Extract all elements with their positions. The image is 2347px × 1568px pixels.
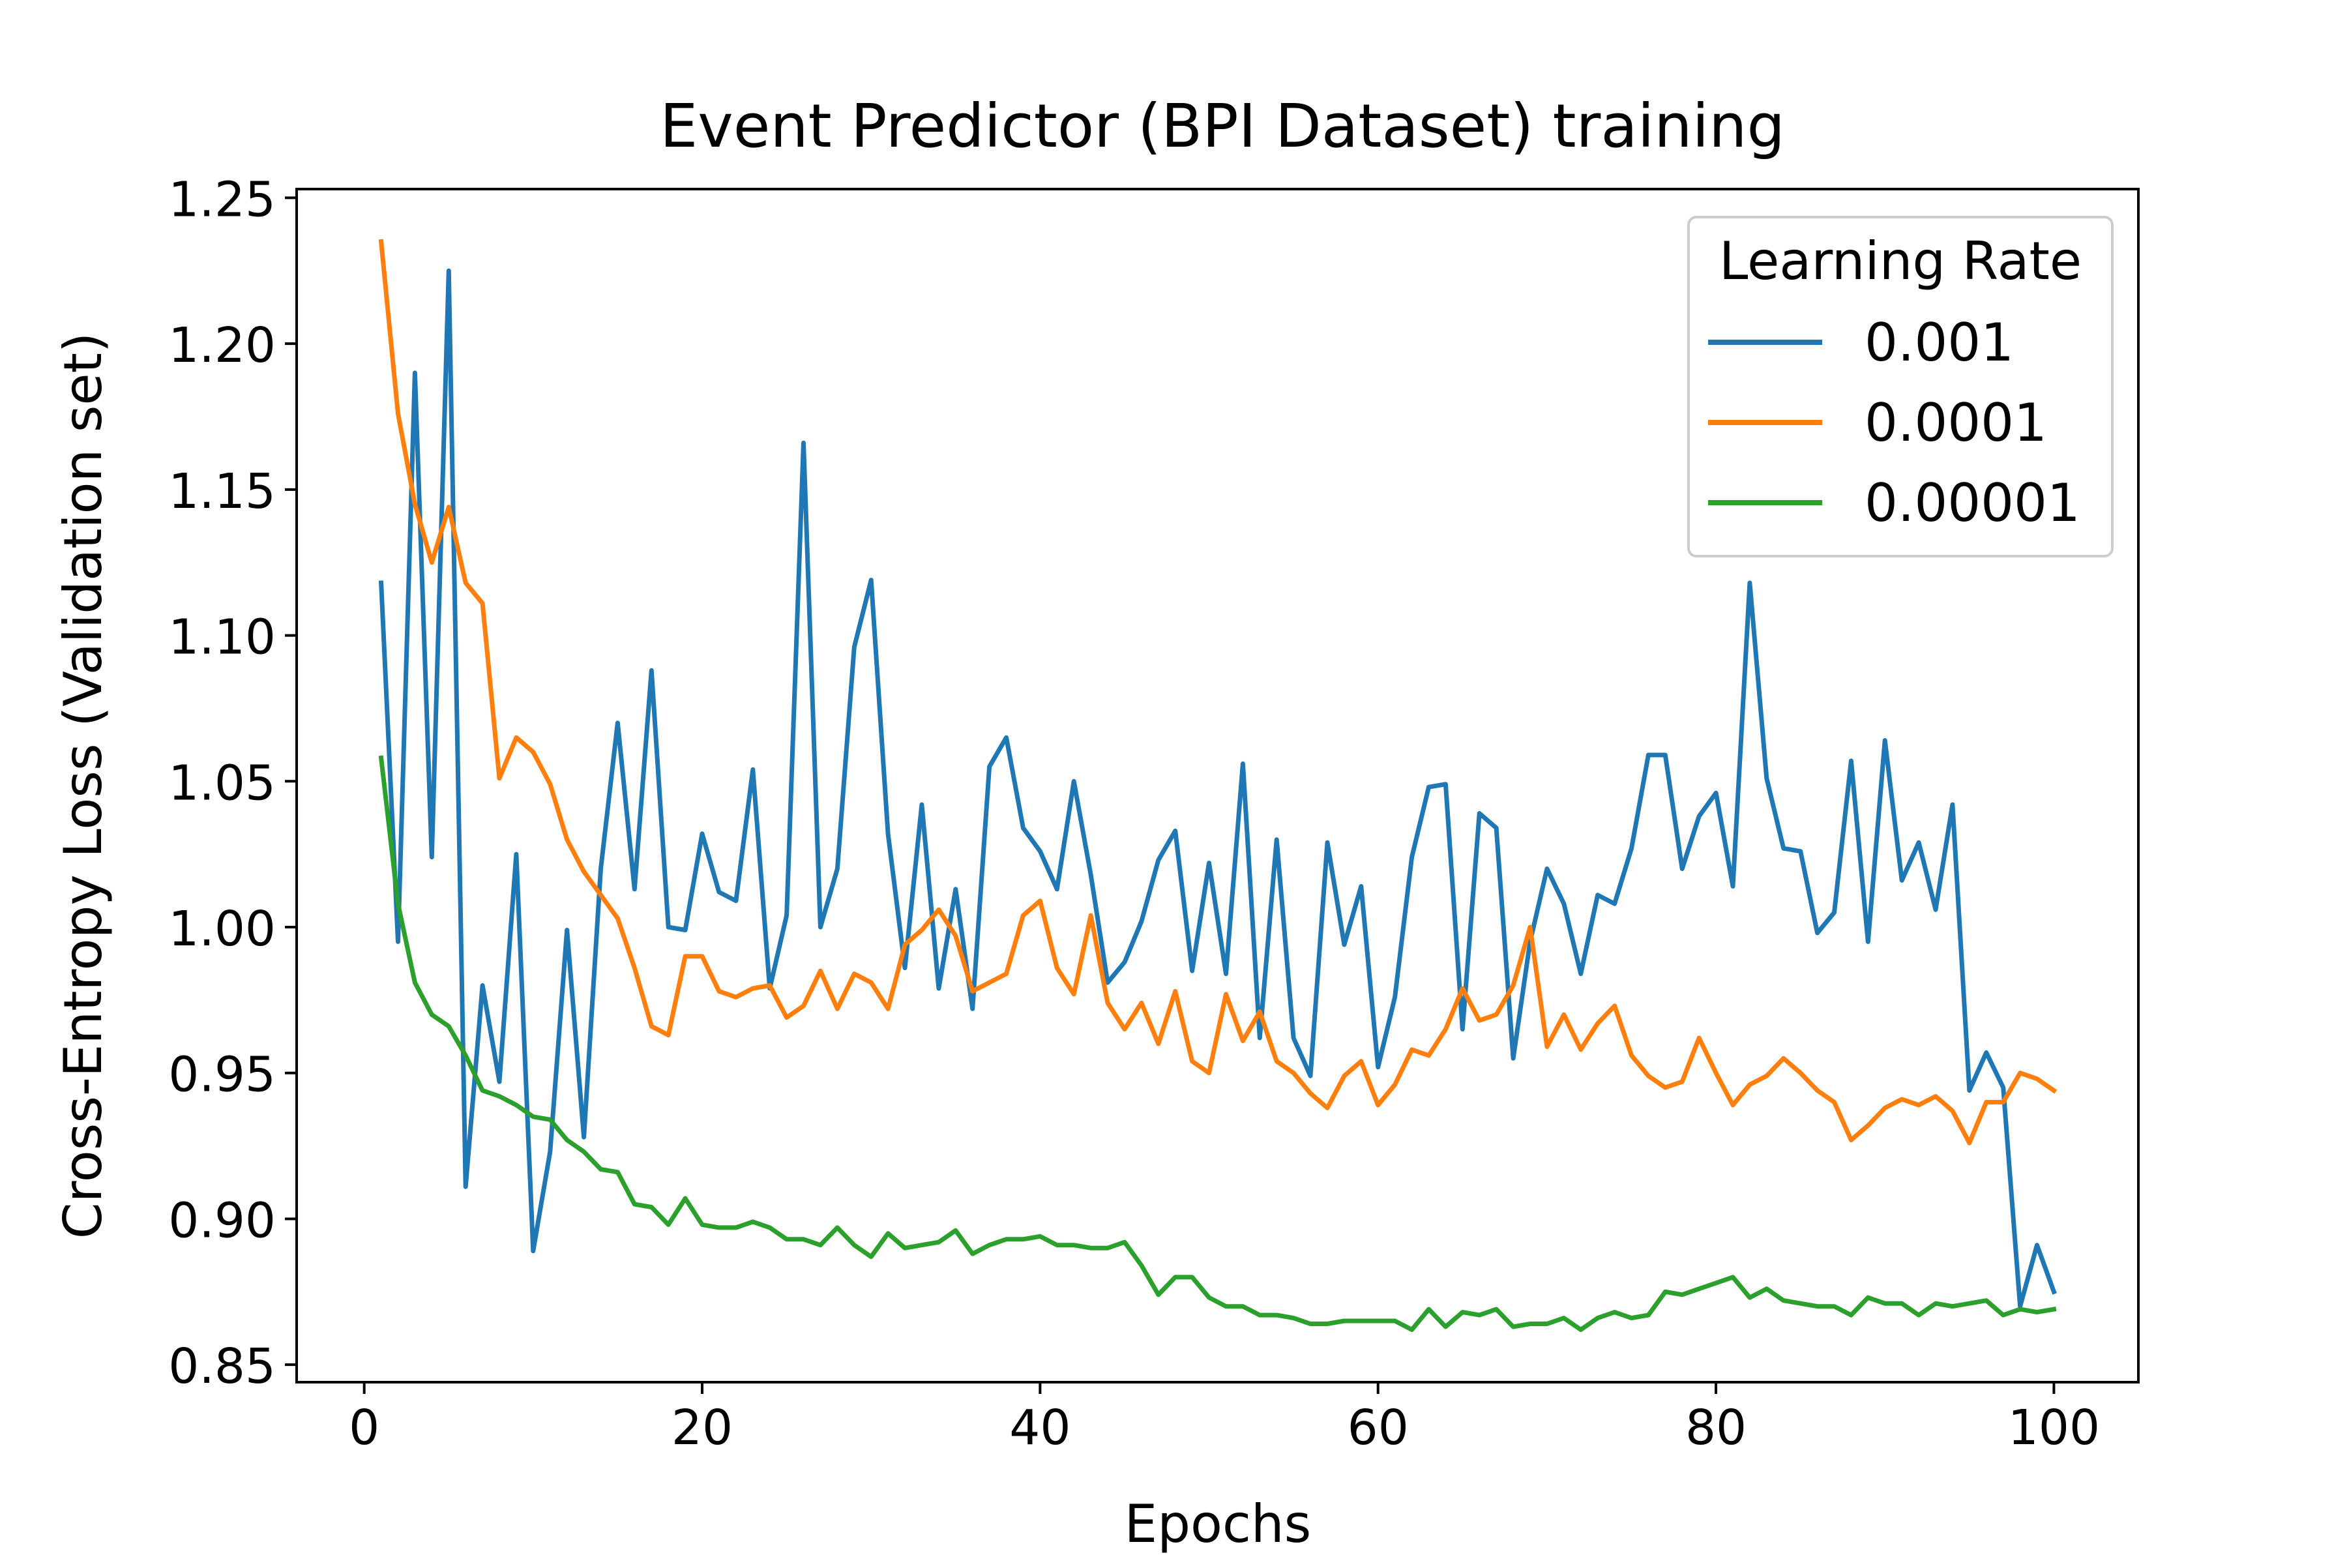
series-line-3 (378, 755, 2057, 1332)
y-tick-label: 0.85 (168, 1339, 276, 1395)
y-tick-label: 1.05 (168, 755, 276, 811)
legend-label-2: 0.0001 (1865, 392, 2047, 453)
x-tick-label: 40 (1009, 1400, 1070, 1456)
series-line-1 (378, 268, 2057, 1309)
x-axis-label: Epochs (1125, 1494, 1312, 1554)
legend: Learning Rate 0.001 0.0001 0.00001 (1687, 216, 2114, 557)
legend-title: Learning Rate (1719, 231, 2082, 291)
y-tick-label: 1.10 (168, 610, 276, 666)
y-tick-label: 1.25 (168, 171, 276, 228)
legend-label-3: 0.00001 (1865, 473, 2080, 533)
plot-series-group (378, 239, 2058, 1332)
y-tick-label: 0.90 (168, 1192, 276, 1249)
legend-entries: 0.001 0.0001 0.00001 (1708, 312, 2080, 533)
plot-area-frame (295, 188, 2140, 1383)
x-tick-label: 60 (1348, 1400, 1409, 1456)
series-line-2 (378, 239, 2058, 1146)
y-axis-label: Cross-Entropy Loss (Validation set) (53, 333, 113, 1239)
y-tick-label: 1.15 (168, 464, 276, 520)
x-axis-ticks: 0 20 40 60 80 100 (349, 1382, 2100, 1456)
y-tick-label: 1.20 (168, 318, 276, 374)
x-tick-label: 80 (1685, 1400, 1747, 1456)
y-tick-label: 1.00 (168, 901, 276, 957)
chart-title: Event Predictor (BPI Dataset) training (660, 91, 1785, 161)
legend-box (1687, 216, 2114, 557)
x-tick-label: 20 (672, 1400, 733, 1456)
legend-label-1: 0.001 (1865, 312, 2014, 373)
x-tick-label: 100 (2008, 1400, 2100, 1456)
y-tick-label: 0.95 (168, 1047, 276, 1103)
y-axis-ticks: 0.85 0.90 0.95 1.00 1.05 1.10 1.15 1.20 1.25 (168, 171, 297, 1395)
x-tick-label: 0 (349, 1400, 379, 1456)
